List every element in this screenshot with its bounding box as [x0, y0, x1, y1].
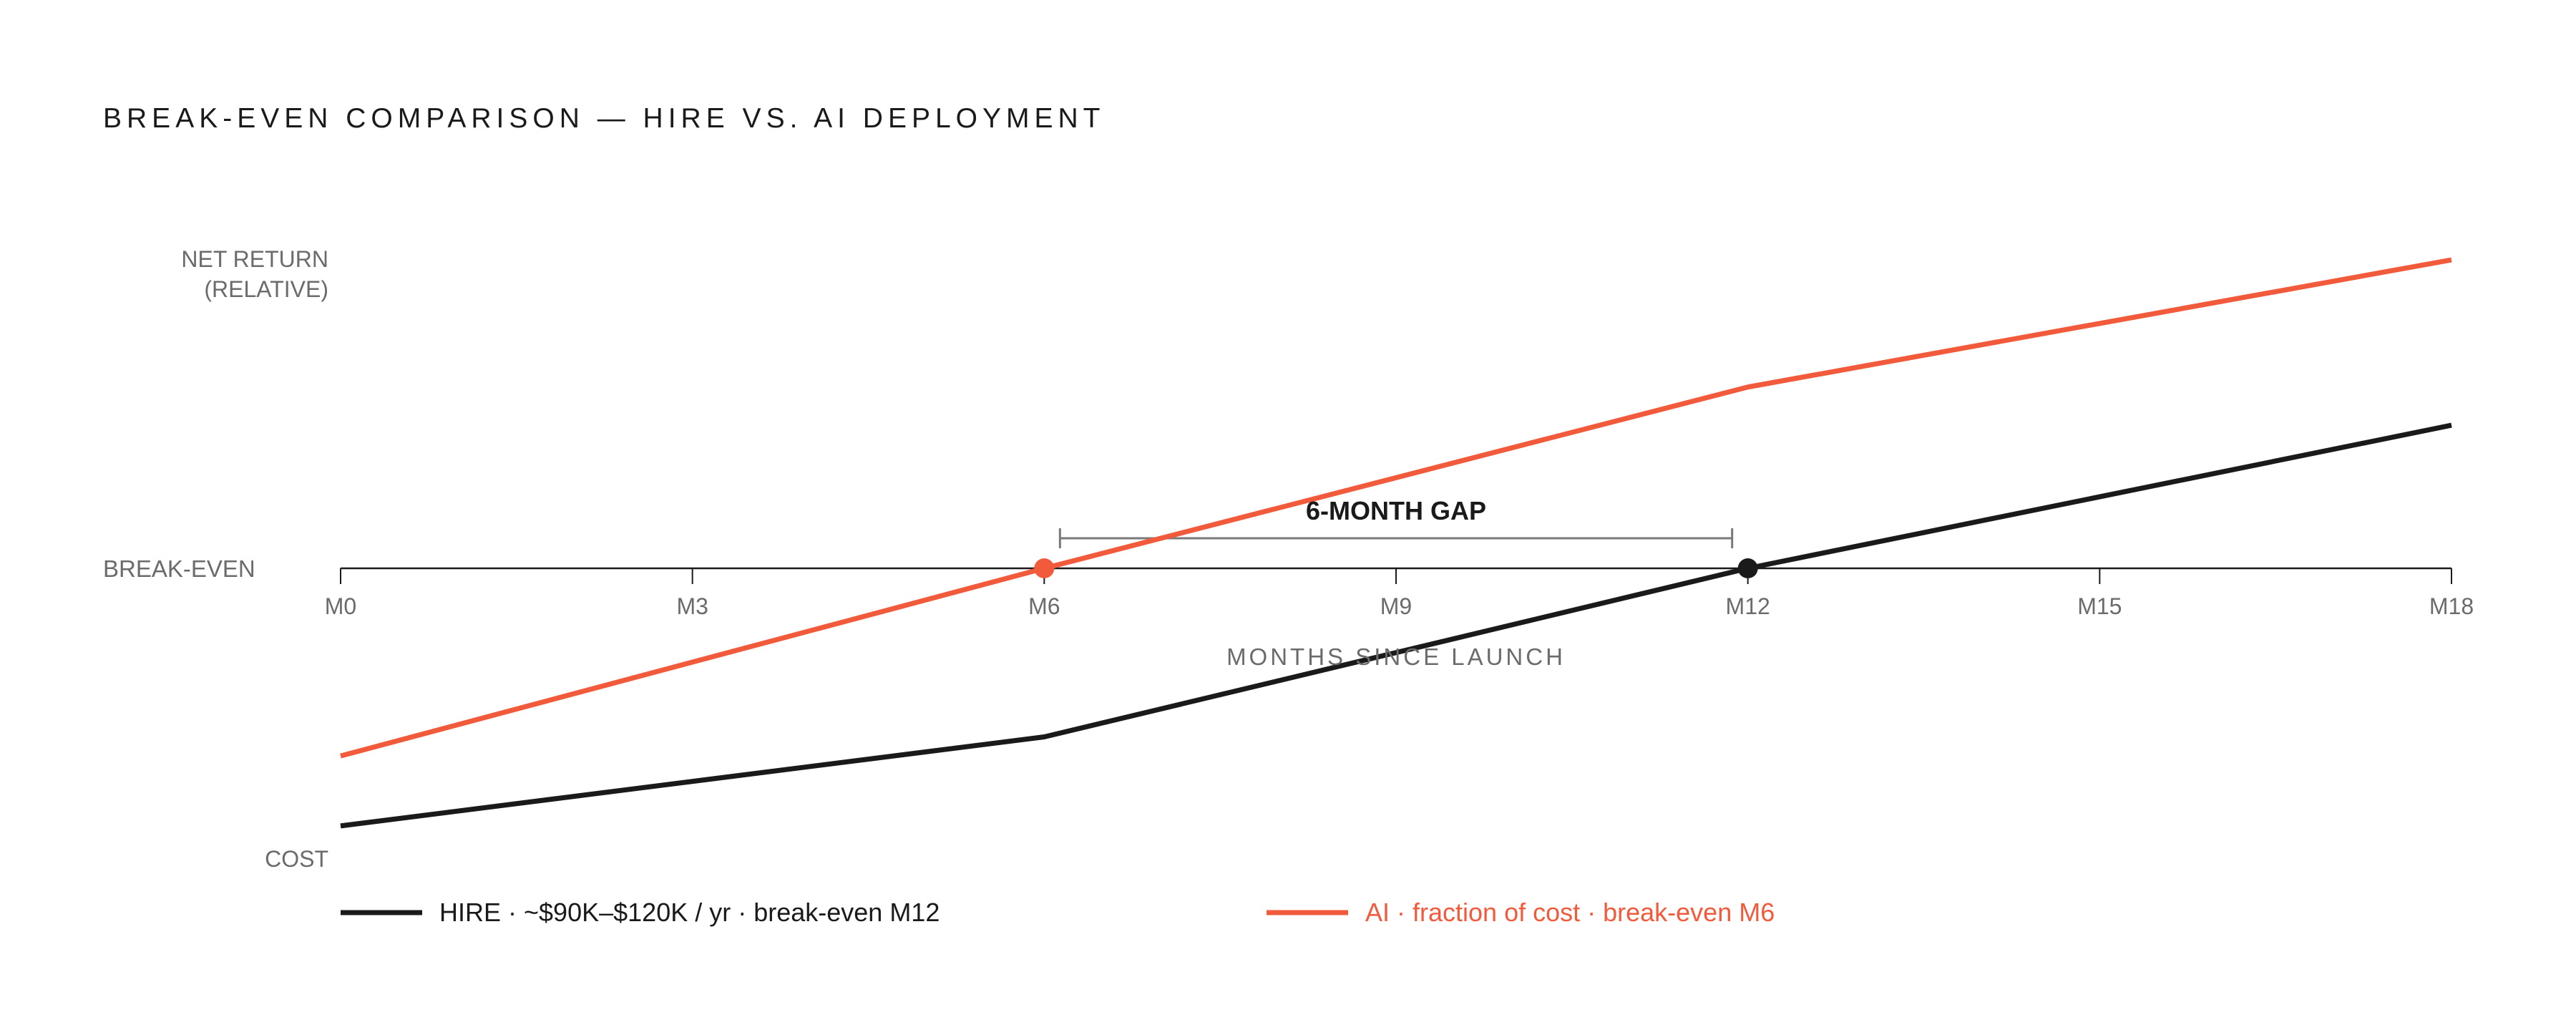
chart-title: BREAK-EVEN COMPARISON — HIRE VS. AI DEPL… — [103, 103, 1106, 134]
annotation-layer — [1058, 528, 1734, 548]
legend-label-ai: AI · fraction of cost · break-even M6 — [1365, 898, 1775, 927]
series-line-hire — [340, 422, 2452, 829]
x-tick-label: M3 — [676, 593, 708, 619]
gap-annotation-label: 6-MONTH GAP — [1306, 496, 1486, 525]
x-tick-label: M15 — [2077, 593, 2122, 619]
series-line-ai — [340, 257, 2452, 759]
y-label-cost: COST — [265, 846, 328, 872]
label-layer: M0 M3 M6 M9 M12 M15 M18 MONTHS SINCE LAUNCH NET … — [103, 246, 2474, 872]
breakeven-points-layer — [1034, 558, 1758, 578]
axis-layer — [340, 567, 2452, 584]
breakeven-point-hire — [1737, 558, 1758, 578]
series-layer — [340, 257, 2452, 829]
x-tick-label: M6 — [1028, 593, 1060, 619]
y-label-breakeven: BREAK-EVEN — [103, 555, 255, 582]
y-label-net-return: NET RETURN — [181, 246, 328, 272]
x-axis-title: MONTHS SINCE LAUNCH — [1226, 643, 1566, 670]
x-tick-label: M18 — [2429, 593, 2474, 619]
legend-layer: HIRE · ~$90K–$120K / yr · break-even M12… — [341, 898, 1775, 927]
breakeven-point-ai — [1034, 558, 1055, 578]
x-tick-label: M9 — [1380, 593, 1412, 619]
x-tick-label: M12 — [1726, 593, 1770, 619]
legend-label-hire: HIRE · ~$90K–$120K / yr · break-even M12 — [439, 898, 940, 927]
y-label-relative: (RELATIVE) — [204, 276, 328, 302]
x-tick-label: M0 — [325, 593, 356, 619]
